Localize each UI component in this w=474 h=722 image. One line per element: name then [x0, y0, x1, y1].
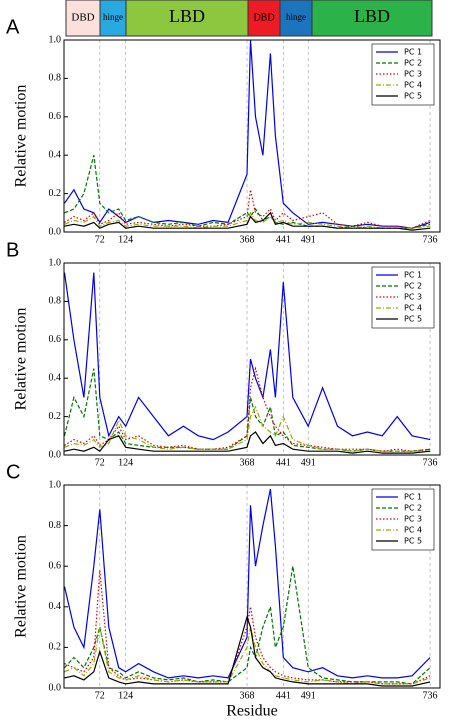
domain-segment	[247, 0, 281, 37]
series-line	[64, 614, 431, 687]
series-line	[63, 272, 431, 441]
domain-bar: DBD hinge LBD DBD hinge LBD	[65, 0, 433, 37]
y-tick-label: 0.8	[49, 520, 62, 531]
y-tick-label: 0.6	[49, 334, 62, 345]
series-line	[64, 626, 431, 685]
y-tick-label: 0.8	[49, 296, 62, 307]
legend-label: PC 1	[404, 271, 422, 280]
series-line	[64, 366, 431, 452]
y-tick-label: 0.0	[49, 449, 62, 460]
panel-label: A	[6, 16, 20, 38]
plot-frame	[63, 262, 441, 456]
domain-segment	[99, 0, 127, 37]
y-tick-label: 0.0	[49, 226, 62, 237]
x-tick-label: 491	[301, 234, 316, 245]
legend-label: PC 2	[404, 59, 422, 68]
series-line	[64, 39, 431, 229]
legend-label: PC 4	[404, 304, 422, 313]
legend-label: PC 3	[404, 293, 422, 302]
x-tick-label: 736	[423, 457, 438, 468]
domain-label: hinge	[286, 12, 306, 22]
legend-label: PC 4	[404, 526, 422, 535]
plot-frame	[63, 39, 441, 233]
x-tick-label: 736	[423, 690, 438, 701]
domain-label: DBD	[253, 12, 274, 23]
domain-label: LBD	[169, 6, 205, 26]
x-tick-label: 72	[95, 690, 105, 701]
x-tick-label: 441	[276, 234, 291, 245]
y-tick-label: 0.6	[49, 111, 62, 122]
y-axis-label: Relative motion	[13, 308, 30, 411]
y-axis-label: Relative motion	[13, 535, 30, 638]
legend-label: PC 2	[404, 282, 422, 291]
domain-segment	[65, 0, 101, 37]
y-tick-label: 0.4	[49, 372, 62, 383]
domain-label: hinge	[103, 12, 123, 22]
legend-label: PC 1	[404, 493, 422, 502]
legend-box	[371, 488, 435, 551]
domain-segment	[279, 0, 313, 37]
series-line	[63, 488, 431, 679]
y-tick-label: 0.4	[49, 601, 62, 612]
y-tick-label: 1.0	[49, 479, 62, 490]
x-tick-label: 368	[240, 457, 255, 468]
legend-label: PC 5	[404, 92, 422, 101]
series-line	[64, 431, 431, 454]
domain-segment	[311, 0, 433, 37]
y-tick-label: 0.2	[49, 642, 62, 653]
x-tick-label: 368	[240, 690, 255, 701]
y-tick-label: 1.0	[49, 34, 62, 45]
y-tick-label: 0.0	[49, 682, 62, 693]
domain-segment	[125, 0, 249, 37]
y-tick-label: 1.0	[49, 257, 62, 268]
y-tick-label: 0.2	[49, 411, 62, 422]
y-tick-label: 0.4	[49, 149, 62, 160]
x-tick-label: 441	[276, 690, 291, 701]
legend-box	[371, 266, 435, 329]
x-axis-label: Residue	[226, 703, 278, 720]
legend-label: PC 5	[404, 537, 422, 546]
series-line	[64, 155, 431, 229]
legend-label: PC 1	[404, 48, 422, 57]
series-line	[64, 405, 431, 452]
legend-label: PC 4	[404, 81, 422, 90]
x-tick-label: 441	[276, 457, 291, 468]
y-tick-label: 0.2	[49, 188, 62, 199]
panel-label: B	[6, 239, 19, 261]
x-tick-label: 736	[423, 234, 438, 245]
legend-label: PC 3	[404, 515, 422, 524]
domain-label: LBD	[354, 6, 390, 26]
domain-label: DBD	[71, 12, 94, 24]
x-tick-label: 368	[240, 234, 255, 245]
x-tick-label: 124	[118, 234, 133, 245]
legend-box	[371, 43, 435, 106]
x-tick-label: 72	[95, 457, 105, 468]
x-tick-label: 124	[118, 457, 133, 468]
y-tick-label: 0.6	[49, 560, 62, 571]
y-axis-label: Relative motion	[13, 85, 30, 188]
x-tick-label: 491	[301, 457, 316, 468]
series-line	[64, 211, 431, 231]
legend-label: PC 3	[404, 70, 422, 79]
y-tick-label: 0.8	[49, 73, 62, 84]
panel-label: C	[6, 461, 20, 483]
legend-label: PC 2	[404, 504, 422, 513]
x-tick-label: 124	[118, 690, 133, 701]
x-tick-label: 72	[95, 234, 105, 245]
plot-frame	[63, 484, 441, 689]
x-tick-label: 491	[301, 690, 316, 701]
legend-label: PC 5	[404, 315, 422, 324]
